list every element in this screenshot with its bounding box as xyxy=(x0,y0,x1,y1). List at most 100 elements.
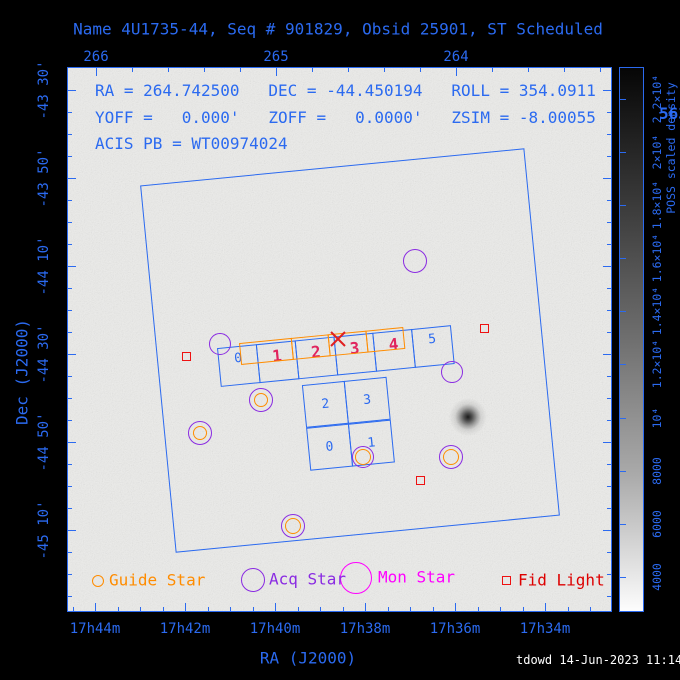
bottom-axis-tick xyxy=(410,607,411,611)
acis-i-chip: 3 xyxy=(343,376,391,424)
plot-title: Name 4U1735-44, Seq # 901829, Obsid 2590… xyxy=(73,19,603,39)
top-axis-tick xyxy=(420,68,421,72)
right-axis-tick xyxy=(603,266,611,267)
colorbar-tick xyxy=(620,418,626,419)
colorbar-tick xyxy=(620,311,626,312)
colorbar-tick xyxy=(620,205,626,206)
dec-tick-label: -43 30' xyxy=(36,60,52,120)
bottom-axis-tick xyxy=(320,607,321,611)
dec-tick-label: -43 50' xyxy=(36,148,52,208)
bottom-axis-tick xyxy=(275,603,276,611)
top-axis-tick xyxy=(600,68,601,72)
bottom-axis-tick xyxy=(477,607,479,611)
info-line-yoff-zoff-zsim: YOFF = 0.000' ZOFF = 0.0000' ZSIM = -8.0… xyxy=(95,108,596,127)
left-axis-tick xyxy=(68,354,76,355)
subarray-cell xyxy=(365,326,406,353)
colorbar-tick-label: 1.4×10⁴ xyxy=(650,286,664,336)
dec-tick-label: -45 10' xyxy=(36,500,52,560)
guide-star-circle xyxy=(193,426,207,440)
right-axis-tick xyxy=(607,420,611,421)
right-axis-tick xyxy=(607,222,611,223)
left-axis-tick xyxy=(68,552,72,553)
right-axis-tick xyxy=(607,596,611,597)
bottom-axis-tick xyxy=(567,607,569,611)
bottom-axis-tick xyxy=(522,607,524,611)
acq-star-circle xyxy=(188,421,212,445)
legend-label-acq: Acq Star xyxy=(269,569,347,589)
left-axis-tick xyxy=(68,244,72,245)
bottom-axis-tick xyxy=(365,603,366,611)
colorbar-tick-label: 1.2×10⁴ xyxy=(650,339,664,389)
left-axis-tick xyxy=(68,464,72,465)
user-date-stamp: tdowd 14-Jun-2023 11:14 xyxy=(516,653,680,667)
top-axis-tick xyxy=(312,68,313,72)
top-axis-tick xyxy=(96,68,97,76)
top-axis-tick xyxy=(204,68,205,72)
ra-time-tick-label: 17h34m xyxy=(519,621,571,637)
info-line-acis-pb: ACIS PB = WT00974024 xyxy=(95,134,288,153)
bottom-axis-tick xyxy=(117,607,119,611)
left-axis-tick xyxy=(68,90,76,91)
fid-light-square xyxy=(480,324,489,333)
left-axis-tick xyxy=(68,420,72,421)
bottom-axis-tick xyxy=(207,607,209,611)
dec-tick-label: -44 50' xyxy=(36,412,52,472)
right-axis-tick xyxy=(607,332,611,333)
colorbar-tick xyxy=(620,99,626,100)
acq-star-circle xyxy=(352,446,374,468)
info-line-ra-dec-roll: RA = 264.742500 DEC = -44.450194 ROLL = … xyxy=(95,81,596,100)
left-axis-tick xyxy=(68,530,76,531)
bottom-axis-tick xyxy=(72,607,74,611)
bottom-axis-tick xyxy=(162,607,164,611)
ra-time-tick-label: 17h40m xyxy=(249,621,301,637)
left-axis-tick xyxy=(68,332,72,333)
ra-time-tick-label: 17h38m xyxy=(339,621,391,637)
right-axis-tick xyxy=(607,508,611,509)
left-axis-tick xyxy=(68,574,72,575)
colorbar-tick-label: 10⁴ xyxy=(650,407,664,429)
colorbar-clipped-max-label: 563 xyxy=(659,104,680,123)
left-axis-tick xyxy=(68,596,72,597)
bottom-axis-tick xyxy=(297,607,299,611)
top-axis-tick xyxy=(168,68,169,72)
left-axis-tick xyxy=(68,200,72,201)
acq-star-circle xyxy=(441,361,463,383)
acq-star-circle xyxy=(439,445,463,469)
acis-i-chip: 0 xyxy=(306,423,354,471)
left-axis-tick xyxy=(68,508,72,509)
left-axis-tick xyxy=(68,156,72,157)
acq-star-circle xyxy=(209,333,231,355)
ra-time-tick-label: 17h42m xyxy=(159,621,211,637)
acq-star-circle xyxy=(403,249,427,273)
right-axis-tick xyxy=(607,552,611,553)
colorbar-gradient xyxy=(619,67,644,612)
bright-dss-source-blob xyxy=(448,397,488,437)
dec-tick-label: -44 10' xyxy=(36,236,52,296)
colorbar-tick-label: 8000 xyxy=(650,457,664,485)
legend-label-mon: Mon Star xyxy=(378,567,456,587)
ra-deg-tick-label: 264 xyxy=(443,49,469,65)
right-axis-tick xyxy=(603,530,611,531)
fid-light-square xyxy=(416,476,425,485)
colorbar-tick xyxy=(620,152,626,153)
left-axis-tick xyxy=(68,376,72,377)
legend-fid-light-symbol xyxy=(502,576,511,585)
bottom-axis-tick xyxy=(342,607,344,611)
left-axis-tick xyxy=(68,288,72,289)
right-axis-tick xyxy=(607,398,611,399)
ra-time-tick-label: 17h36m xyxy=(429,621,481,637)
left-axis-tick xyxy=(68,266,76,267)
left-axis-tick xyxy=(68,486,72,487)
right-axis-tick xyxy=(607,156,611,157)
bottom-axis-tick xyxy=(545,603,546,611)
top-axis-tick xyxy=(348,68,349,72)
ra-deg-tick-label: 266 xyxy=(83,49,109,65)
legend-label-fid: Fid Light xyxy=(518,570,605,590)
acq-star-circle xyxy=(281,514,305,538)
bottom-axis-tick xyxy=(500,607,501,611)
colorbar-tick xyxy=(620,577,626,578)
right-axis-tick xyxy=(607,288,611,289)
bottom-axis-tick xyxy=(230,607,231,611)
right-axis-tick xyxy=(603,90,611,91)
